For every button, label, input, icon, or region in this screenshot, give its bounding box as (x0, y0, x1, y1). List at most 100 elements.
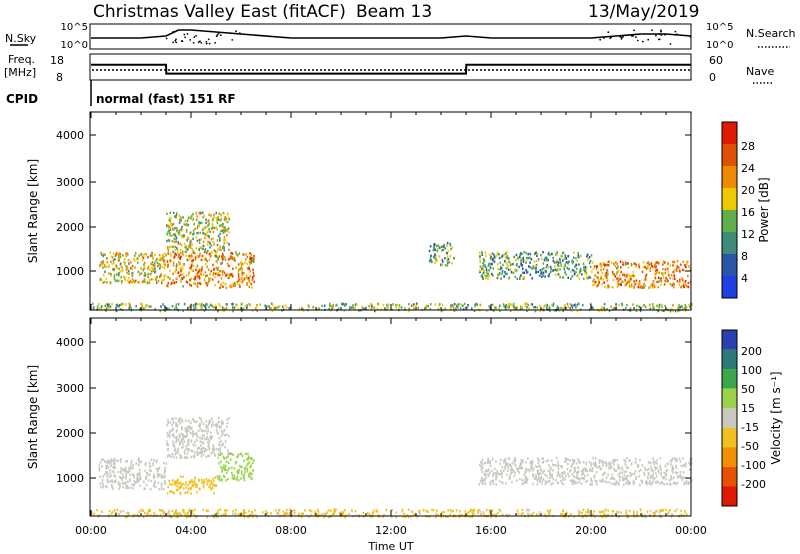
power-pixel (214, 272, 217, 275)
power-pixel (429, 260, 431, 263)
velocity-pixel (187, 441, 189, 445)
power-pixel (219, 239, 221, 242)
velocity-pixel (675, 464, 677, 467)
power-pixel (686, 263, 688, 266)
velocity-pixel (504, 457, 507, 461)
power-pixel (565, 261, 568, 264)
power-pixel (247, 276, 250, 280)
velocity-pixel (530, 465, 532, 469)
power-pixel (152, 269, 155, 272)
velocity-pixel (575, 471, 578, 474)
velocity-pixel (568, 474, 570, 478)
velocity-pixel (602, 515, 604, 518)
velocity-pixel (351, 509, 353, 512)
velocity-pixel (509, 475, 511, 478)
power-pixel (630, 264, 633, 267)
power-pixel (148, 279, 151, 282)
power-pixel (581, 273, 583, 276)
power-pixel (451, 246, 454, 249)
power-pixel (444, 307, 447, 311)
power-pixel (579, 267, 582, 270)
power-pixel (124, 262, 126, 266)
power-pixel (497, 268, 499, 271)
velocity-pixel (540, 468, 542, 471)
power-pixel (678, 283, 681, 287)
nsky-series-line (91, 29, 692, 39)
power-pixel (218, 212, 221, 215)
power-pixel (250, 261, 253, 265)
velocity-pixel (573, 459, 575, 462)
power-pixel (528, 307, 530, 310)
velocity-pixel (593, 464, 596, 467)
power-pixel (202, 240, 205, 243)
power-pixel (514, 275, 517, 278)
power-pixel (223, 271, 226, 275)
velocity-pixel (220, 422, 223, 425)
velocity-pixel (176, 423, 178, 426)
velocity-pixel (651, 475, 654, 478)
power-pixel (453, 307, 455, 310)
power-pixel (169, 211, 172, 214)
velocity-pixel (656, 480, 658, 483)
velocity-pixel (587, 474, 589, 477)
velocity-pixel (676, 472, 679, 475)
power-pixel (113, 267, 115, 271)
power-pixel (128, 302, 131, 305)
power-pixel (176, 227, 178, 230)
velocity-pixel (673, 476, 675, 479)
velocity-pixel (167, 511, 170, 514)
velocity-pixel (521, 508, 524, 511)
velocity-pixel (440, 515, 443, 519)
power-pixel (624, 261, 627, 264)
velocity-pixel (309, 509, 311, 512)
velocity-pixel (187, 425, 189, 428)
velocity-colorbar-segment (722, 466, 737, 487)
power-pixel (500, 277, 502, 280)
power-pixel (649, 307, 652, 310)
power-pixel (363, 307, 366, 311)
velocity-pixel (178, 418, 180, 421)
power-pixel (478, 251, 481, 254)
power-pixel (228, 248, 230, 251)
velocity-pixel (101, 510, 103, 513)
freq-series-line (91, 63, 691, 75)
velocity-pixel (653, 511, 656, 514)
power-pixel (582, 277, 585, 280)
velocity-pixel (178, 481, 180, 484)
power-pixel (498, 273, 501, 276)
power-pixel (175, 216, 177, 219)
power-pixel (194, 282, 196, 286)
velocity-pixel (201, 429, 204, 433)
velocity-pixel (523, 481, 525, 485)
power-pixel (592, 283, 594, 287)
power-pixel (510, 271, 513, 274)
velocity-pixel (535, 465, 537, 468)
power-pixel (106, 281, 108, 284)
power-pixel (344, 303, 346, 306)
velocity-pixel (242, 513, 244, 516)
velocity-pixel (461, 514, 464, 517)
velocity-pixel (188, 425, 191, 428)
power-pixel (571, 260, 573, 263)
velocity-pixel (142, 509, 144, 512)
velocity-pixel (138, 510, 141, 513)
power-pixel (539, 304, 541, 308)
velocity-pixel (114, 480, 116, 483)
velocity-pixel (605, 515, 608, 519)
power-pixel (557, 261, 560, 264)
power-pixel (116, 304, 119, 307)
power-pixel (541, 257, 543, 260)
velocity-pixel (617, 463, 619, 467)
velocity-pixel (214, 454, 217, 457)
velocity-pixel (656, 466, 658, 469)
power-pixel (567, 255, 569, 258)
velocity-pixel (487, 458, 489, 462)
velocity-pixel (150, 479, 153, 483)
power-pixel (187, 218, 190, 221)
velocity-pixel (532, 472, 535, 476)
power-pixel (114, 254, 117, 257)
velocity-colorbar-segment (722, 349, 737, 370)
velocity-pixel (219, 426, 221, 429)
power-pixel (485, 265, 488, 269)
power-pixel (520, 262, 522, 266)
